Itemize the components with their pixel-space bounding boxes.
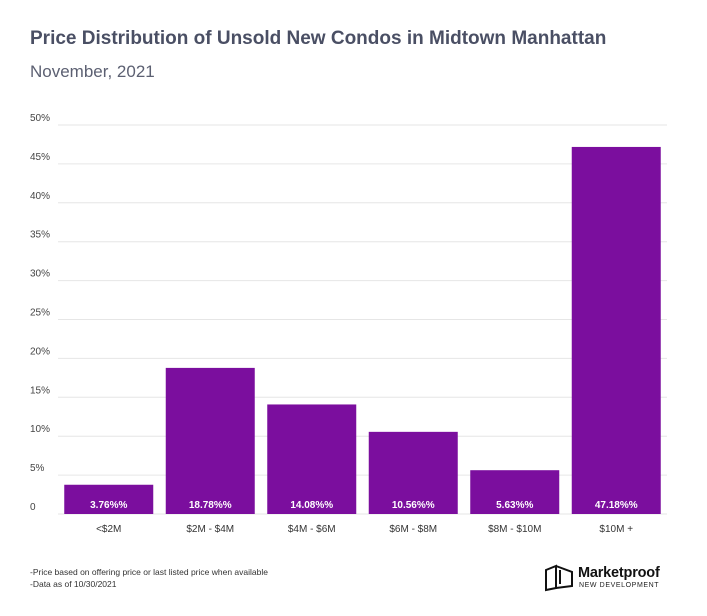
y-tick-label: 50% [30,113,50,124]
x-tick-label: $10M + [599,524,633,535]
bar-data-label: 3.76%% [90,500,127,511]
y-tick-label: 0 [30,502,36,513]
x-tick-label: <$2M [96,524,121,535]
footnotes: -Price based on offering price or last l… [30,566,268,590]
x-tick-label: $8M - $10M [488,524,541,535]
y-tick-label: 45% [30,152,50,163]
y-tick-label: 10% [30,424,50,435]
bar [165,367,255,514]
y-tick-label: 15% [30,385,50,396]
logo-tagline: NEW DEVELOPMENT [579,582,660,589]
x-tick-label: $6M - $8M [389,524,437,535]
bar [470,470,560,514]
marketproof-logo: Marketproof NEW DEVELOPMENT [544,564,684,594]
y-tick-label: 25% [30,308,50,319]
x-tick-label: $2M - $4M [186,524,234,535]
bar [368,431,458,514]
y-tick-label: 40% [30,191,50,202]
bar [267,404,357,514]
footnote-2: -Data as of 10/30/2021 [30,579,117,589]
bar-data-label: 47.18%% [595,500,638,511]
bar-data-label: 14.08%% [290,500,333,511]
bar-data-label: 10.56%% [392,500,435,511]
y-tick-label: 35% [30,230,50,241]
chart-title: Price Distribution of Unsold New Condos … [30,28,607,49]
bar-data-label: 18.78%% [189,500,232,511]
x-tick-label: $4M - $6M [288,524,336,535]
y-tick-label: 5% [30,463,45,474]
y-tick-label: 30% [30,269,50,280]
chart-subtitle: November, 2021 [30,62,155,81]
bar [64,484,154,514]
logo-name: Marketproof [578,565,660,581]
marketproof-logo-icon [545,564,573,592]
bar-chart: 0 5% 10% 15% 20% 25% 30% 35% 40% 45% 50% 3.76%% <$2M… [30,113,667,535]
y-tick-label: 20% [30,346,50,357]
footnote-1: -Price based on offering price or last l… [30,567,268,577]
bar [571,146,661,514]
bar-data-label: 5.63%% [496,500,533,511]
